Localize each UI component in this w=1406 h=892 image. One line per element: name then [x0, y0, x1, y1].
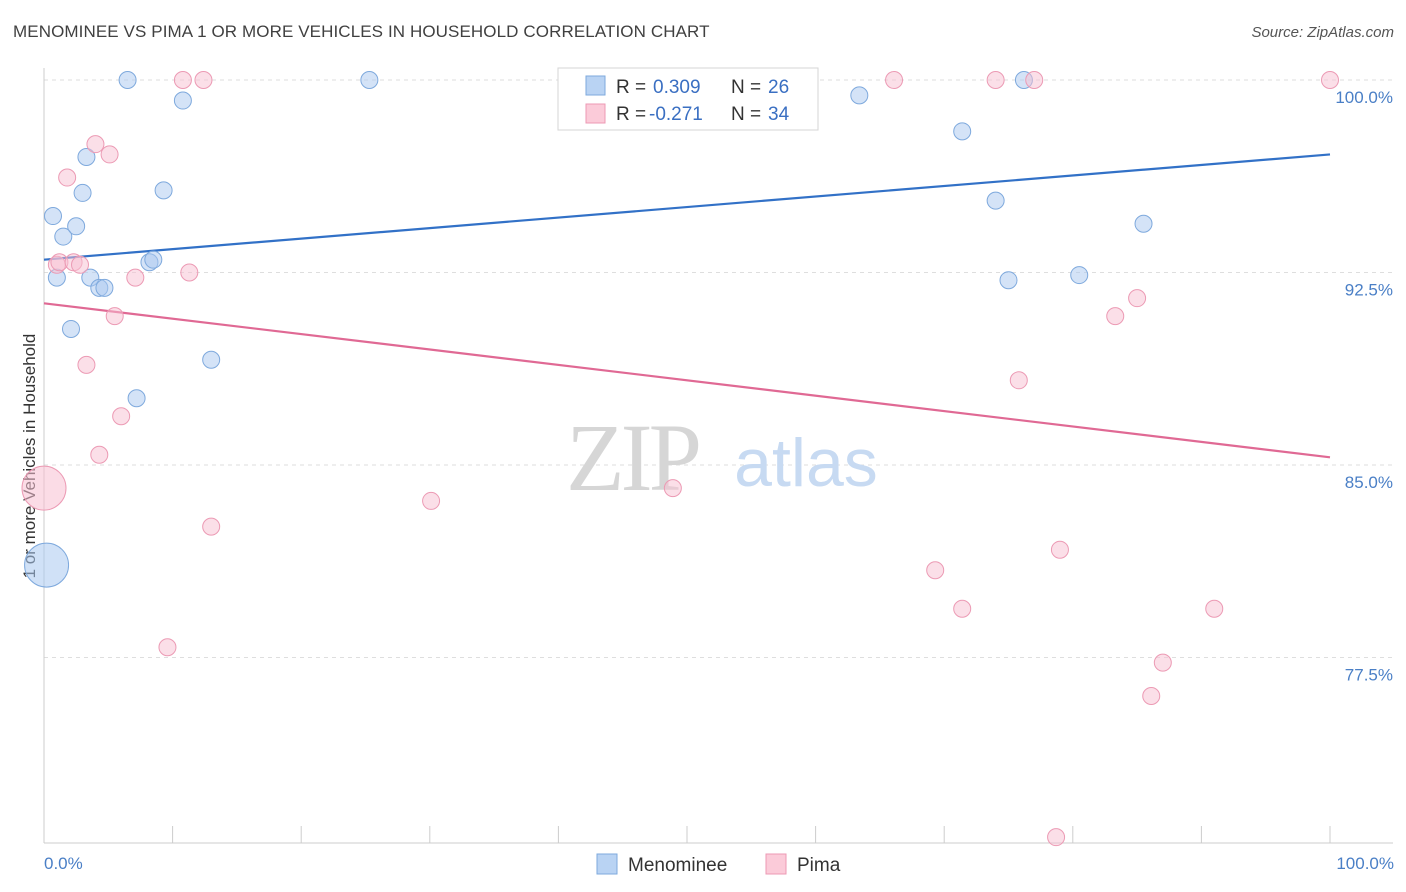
point-menominee-20	[953, 122, 972, 141]
point-pima-22	[953, 599, 972, 618]
y-tick-labels: 100.0% 92.5% 85.0% 77.5%	[1335, 88, 1393, 685]
legend-r-label-menominee: R =	[616, 77, 646, 98]
bottom-legend-swatch-pima	[765, 853, 787, 875]
point-pima-24	[1009, 371, 1028, 390]
point-pima-11	[112, 407, 131, 426]
x-tick-label-max: 100.0%	[1336, 854, 1394, 873]
point-pima-31	[1153, 653, 1172, 672]
point-pima-17	[202, 517, 221, 536]
point-menominee-3	[54, 227, 73, 246]
point-pima-15	[180, 263, 199, 282]
x-tick-labels: 0.0% 100.0%	[44, 854, 1394, 873]
y-tick-label-1: 92.5%	[1345, 281, 1393, 300]
bottom-legend-label-menominee: Menominee	[628, 855, 727, 876]
legend-r-label-pima: R =	[616, 104, 646, 125]
point-menominee-18	[360, 71, 379, 89]
point-pima-5	[71, 255, 90, 274]
point-menominee-16	[173, 91, 192, 110]
point-menominee-25	[1134, 214, 1153, 233]
point-pima-14	[173, 71, 192, 89]
point-menominee-4	[62, 319, 81, 338]
legend-n-value-pima: 34	[768, 104, 790, 125]
point-pima-28	[1106, 307, 1125, 326]
point-menominee-15	[154, 181, 173, 200]
series-legend: Menominee Pima	[596, 853, 841, 876]
watermark: ZIP atlas	[566, 404, 878, 511]
chart-title: MENOMINEE VS PIMA 1 OR MORE VEHICLES IN …	[13, 22, 710, 41]
point-pima-33	[1321, 71, 1339, 89]
legend-n-label-pima: N =	[731, 104, 761, 125]
x-tick-label-min: 0.0%	[44, 854, 83, 873]
point-pima-32	[1205, 599, 1224, 618]
legend-n-value-menominee: 26	[768, 77, 789, 98]
trend-lines	[43, 153, 1331, 459]
watermark-zip: ZIP	[566, 404, 699, 511]
point-pima-19	[663, 479, 682, 498]
point-pima-13	[158, 638, 177, 657]
y-tick-label-0: 100.0%	[1335, 88, 1393, 107]
point-pima-9	[100, 145, 119, 164]
point-menominee-24	[1070, 266, 1089, 285]
watermark-atlas: atlas	[734, 425, 878, 501]
point-menominee-7	[77, 148, 96, 166]
legend-r-value-pima: -0.271	[649, 104, 703, 125]
point-pima-25	[1025, 71, 1044, 89]
point-pima-21	[926, 561, 945, 580]
point-menominee-1	[44, 207, 63, 226]
point-menominee-22	[999, 271, 1018, 290]
trend-line-pima	[43, 302, 1331, 459]
y-tick-label-3: 77.5%	[1345, 666, 1393, 685]
point-menominee-0	[24, 542, 70, 588]
point-pima-16	[194, 71, 213, 89]
correlation-legend: R = 0.309 N = 26 R = -0.271 N = 34	[557, 67, 819, 131]
bottom-legend-label-pima: Pima	[797, 855, 841, 876]
legend-swatch-menominee	[585, 75, 606, 96]
point-pima-12	[126, 268, 145, 287]
point-pima-18	[422, 491, 441, 510]
legend-swatch-pima	[585, 103, 606, 124]
point-pima-26	[1047, 828, 1066, 847]
point-menominee-19	[850, 86, 869, 105]
trend-line-menominee	[43, 153, 1331, 261]
point-pima-30	[1142, 687, 1161, 705]
point-pima-0	[21, 465, 67, 511]
point-pima-10	[105, 307, 124, 326]
y-axis-title: 1 or more Vehicles in Household	[20, 334, 39, 579]
point-pima-20	[885, 71, 904, 89]
point-pima-23	[986, 71, 1005, 89]
point-menominee-21	[986, 191, 1005, 210]
point-menominee-17	[202, 350, 221, 369]
point-menominee-10	[95, 278, 114, 297]
point-pima-3	[58, 168, 77, 187]
point-menominee-12	[127, 389, 146, 408]
point-pima-8	[90, 445, 109, 464]
point-menominee-11	[118, 71, 137, 89]
point-menominee-14	[144, 250, 163, 269]
y-tick-label-2: 85.0%	[1345, 473, 1393, 492]
data-points	[21, 71, 1339, 847]
bottom-legend-swatch-menominee	[596, 853, 618, 875]
point-pima-7	[86, 135, 105, 154]
point-menominee-5	[67, 217, 86, 236]
source-label: Source: ZipAtlas.com	[1251, 24, 1394, 41]
legend-r-value-menominee: 0.309	[653, 77, 701, 98]
point-pima-27	[1050, 540, 1069, 559]
point-menominee-6	[73, 183, 92, 202]
point-pima-29	[1128, 289, 1147, 308]
point-pima-6	[77, 355, 96, 374]
axes	[43, 68, 1393, 844]
legend-n-label-menominee: N =	[731, 77, 761, 98]
